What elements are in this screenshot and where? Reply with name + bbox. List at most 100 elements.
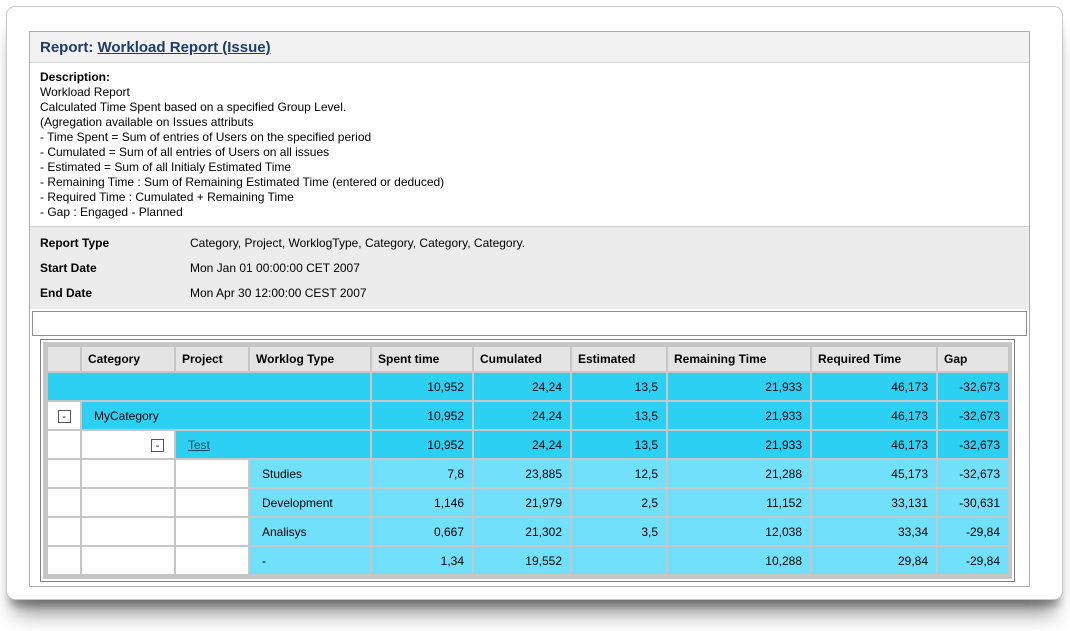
meta-row: Report Type Category, Project, WorklogTyp… (30, 230, 1029, 255)
cell-remaining-time: 12,038 (668, 518, 810, 545)
description-line: - Time Spent = Sum of entries of Users o… (40, 130, 372, 144)
cell-estimated: 3,5 (572, 518, 666, 545)
cell-remaining-time: 21,933 (668, 373, 810, 400)
description-lines: Workload Report Calculated Time Spent bas… (40, 85, 1019, 220)
spacer-cell (82, 489, 174, 516)
cell-required-time: 33,131 (812, 489, 936, 516)
report-table-panel: Category Project Worklog Type Spent time Cum… (40, 339, 1015, 582)
cell-required-time: 46,173 (812, 373, 936, 400)
spacer-cell (48, 460, 80, 487)
cell-required-time: 46,173 (812, 402, 936, 429)
cell-estimated: 13,5 (572, 431, 666, 458)
table-row-category-mycategory: - MyCategory 10,952 24,24 13,5 21,933 46,173 -3… (48, 402, 1008, 429)
cell-spent-time: 0,667 (372, 518, 472, 545)
cell-spent-time: 10,952 (372, 431, 472, 458)
report-description: Description: Workload Report Calculated T… (30, 63, 1029, 226)
column-header-worklog-type: Worklog Type (250, 347, 370, 371)
cell-required-time: 29,84 (812, 547, 936, 574)
cell-spent-time: 7,8 (372, 460, 472, 487)
spacer-cell (48, 489, 80, 516)
spacer-cell (82, 547, 174, 574)
worklog-type-cell: Studies (250, 460, 370, 487)
collapse-icon[interactable]: - (151, 438, 164, 452)
column-header-project: Project (176, 347, 248, 371)
cell-gap: -29,84 (938, 518, 1008, 545)
column-header-expander (48, 347, 80, 371)
column-header-estimated: Estimated (572, 347, 666, 371)
cell-required-time: 33,34 (812, 518, 936, 545)
cell-estimated: 2,5 (572, 489, 666, 516)
spacer-cell (48, 431, 80, 458)
cell-required-time: 46,173 (812, 431, 936, 458)
spacer-cell (48, 547, 80, 574)
spacer-cell (176, 460, 248, 487)
cell-cumulated: 21,302 (474, 518, 570, 545)
cell-cumulated: 24,24 (474, 373, 570, 400)
report-window: Report: Workload Report (Issue) Descript… (6, 6, 1063, 600)
column-header-spent-time: Spent time (372, 347, 472, 371)
cell-estimated (572, 547, 666, 574)
spacer-cell (48, 518, 80, 545)
meta-value: Mon Jan 01 00:00:00 CET 2007 (190, 260, 360, 275)
report-meta: Report Type Category, Project, WorklogTyp… (30, 226, 1029, 309)
cell-gap: -29,84 (938, 547, 1008, 574)
report-title-bar: Report: Workload Report (Issue) (30, 32, 1029, 63)
cell-remaining-time: 21,933 (668, 431, 810, 458)
cell-remaining-time: 21,288 (668, 460, 810, 487)
cell-estimated: 13,5 (572, 402, 666, 429)
cell-remaining-time: 11,152 (668, 489, 810, 516)
cell-required-time: 45,173 (812, 460, 936, 487)
cell-cumulated: 21,979 (474, 489, 570, 516)
description-line: - Gap : Engaged - Planned (40, 205, 183, 219)
project-link[interactable]: Test (188, 437, 211, 452)
cell-spent-time: 1,34 (372, 547, 472, 574)
cell-remaining-time: 10,288 (668, 547, 810, 574)
table-row-worklog-analisys: Analisys 0,667 21,302 3,5 12,038 33,34 -29,84 (48, 518, 1008, 545)
table-row-worklog-: -1,34 19,552 10,288 29,84 -29,84 (48, 547, 1008, 574)
empty-filter-bar (32, 311, 1027, 336)
worklog-type-cell: Analisys (250, 518, 370, 545)
description-line: - Cumulated = Sum of all entries of User… (40, 145, 330, 159)
column-header-gap: Gap (938, 347, 1008, 371)
table-row-worklog-studies: Studies 7,8 23,885 12,5 21,288 45,173 -32,673 (48, 460, 1008, 487)
description-line: - Remaining Time : Sum of Remaining Esti… (40, 175, 445, 189)
cell-estimated: 12,5 (572, 460, 666, 487)
meta-label: Start Date (40, 260, 97, 275)
meta-label: Report Type (40, 235, 110, 250)
report-title-link[interactable]: Workload Report (Issue) (97, 39, 271, 56)
meta-value: Category, Project, WorklogType, Category… (190, 235, 526, 250)
workload-table: Category Project Worklog Type Spent time Cum… (46, 345, 1010, 576)
cell-gap: -32,673 (938, 402, 1008, 429)
worklog-type-cell: - (250, 547, 370, 574)
cell-gap: -32,673 (938, 373, 1008, 400)
cell-spent-time: 10,952 (372, 373, 472, 400)
total-row-spacer (48, 373, 370, 400)
description-line: - Required Time : Cumulated + Remaining … (40, 190, 294, 204)
table-row-worklog-development: Development 1,146 21,979 2,5 11,152 33,131 -30… (48, 489, 1008, 516)
column-header-category: Category (82, 347, 174, 371)
meta-row: Start Date Mon Jan 01 00:00:00 CET 2007 (30, 255, 1029, 280)
column-header-remaining-time: Remaining Time (668, 347, 810, 371)
meta-row: End Date Mon Apr 30 12:00:00 CEST 2007 (30, 280, 1029, 305)
table-row-total: 10,952 24,24 13,5 21,933 46,173 -32,673 (48, 373, 1008, 400)
category-expander-cell: - (48, 402, 80, 429)
collapse-icon[interactable]: - (57, 409, 71, 423)
project-expander-cell: - (82, 431, 174, 458)
cell-estimated: 13,5 (572, 373, 666, 400)
cell-cumulated: 23,885 (474, 460, 570, 487)
cell-cumulated: 24,24 (474, 431, 570, 458)
spacer-cell (176, 518, 248, 545)
cell-remaining-time: 21,933 (668, 402, 810, 429)
column-header-cumulated: Cumulated (474, 347, 570, 371)
project-name-cell: Test (176, 431, 370, 458)
cell-cumulated: 19,552 (474, 547, 570, 574)
cell-spent-time: 10,952 (372, 402, 472, 429)
cell-gap: -32,673 (938, 431, 1008, 458)
spacer-cell (82, 460, 174, 487)
description-line: Workload Report (40, 85, 130, 99)
cell-gap: -32,673 (938, 460, 1008, 487)
table-header-row: Category Project Worklog Type Spent time Cum… (48, 347, 1008, 371)
report-region: Report: Workload Report (Issue) Descript… (29, 31, 1030, 587)
meta-value: Mon Apr 30 12:00:00 CEST 2007 (190, 285, 367, 300)
